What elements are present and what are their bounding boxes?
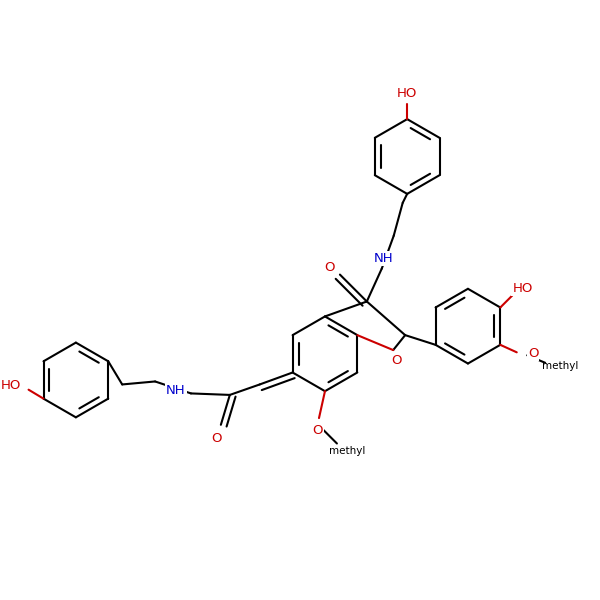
Text: O: O (528, 347, 538, 361)
Text: O: O (211, 432, 221, 445)
Text: methyl: methyl (329, 446, 365, 456)
Text: HO: HO (397, 87, 418, 100)
Text: O: O (391, 354, 401, 367)
Text: HO: HO (1, 379, 21, 392)
Text: O: O (312, 424, 323, 437)
Text: O: O (324, 260, 335, 274)
Text: NH: NH (373, 251, 393, 265)
Text: NH: NH (166, 384, 186, 397)
Text: HO: HO (512, 281, 533, 295)
Text: methyl: methyl (542, 361, 578, 371)
